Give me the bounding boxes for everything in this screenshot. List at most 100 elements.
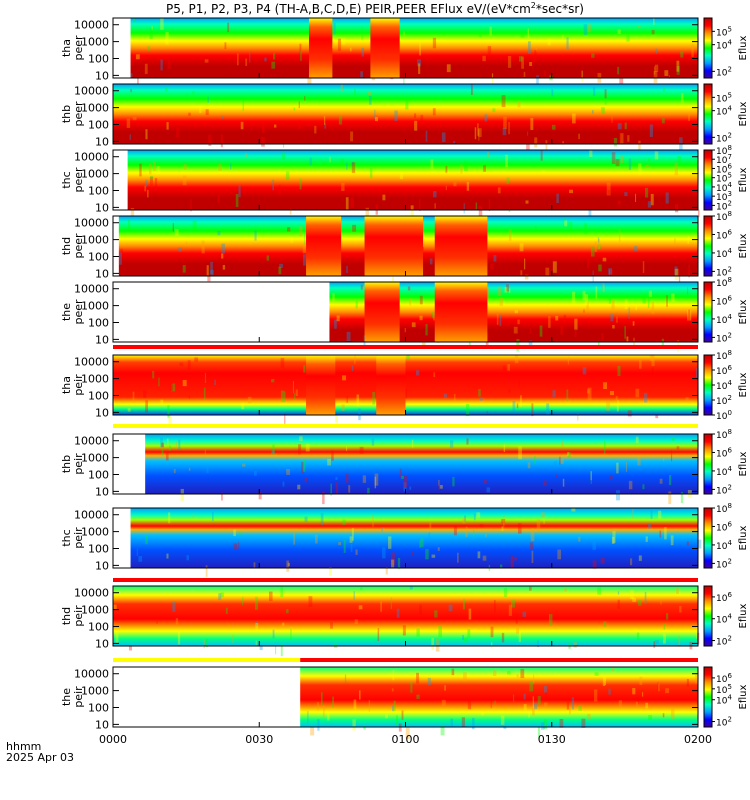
spectrogram-texture — [338, 542, 342, 546]
spectrogram-texture — [225, 607, 228, 614]
spectrogram-texture — [151, 26, 153, 31]
spectrogram-texture — [639, 676, 643, 685]
spectrogram-texture — [175, 618, 179, 625]
spectrogram-texture — [182, 265, 186, 273]
spectrogram-texture — [284, 412, 286, 424]
spectrogram-texture — [635, 388, 640, 398]
flux-burst — [376, 355, 406, 415]
spectrogram-texture — [254, 471, 257, 476]
colorbar-label-text: Eflux — [738, 299, 749, 324]
spectrogram-texture — [381, 527, 383, 532]
spectrogram-texture — [385, 714, 388, 719]
spectrogram-texture — [548, 316, 551, 328]
spectrogram-texture — [190, 199, 192, 212]
spectrogram-texture — [494, 600, 496, 613]
spectrogram-texture — [399, 171, 404, 180]
spectrogram-texture — [564, 218, 566, 223]
colorbar-tick-label: 104 — [716, 39, 732, 52]
spectrogram-texture — [329, 156, 331, 163]
spectrogram-texture — [419, 43, 421, 56]
spectrogram-texture — [330, 622, 333, 629]
spectrogram-texture — [428, 532, 431, 542]
spectrogram-texture — [518, 56, 523, 62]
spectrogram-texture — [520, 668, 525, 679]
spectrogram-texture — [532, 696, 534, 709]
spectrogram-texture — [475, 202, 478, 210]
spectrogram-texture — [528, 340, 533, 348]
species-label: peir — [72, 605, 85, 627]
spectrogram-texture — [502, 128, 507, 136]
spectrogram-texture — [188, 467, 191, 471]
spectrogram-texture — [668, 75, 671, 80]
spectrogram-texture — [158, 377, 160, 387]
spectrogram-texture — [271, 61, 276, 69]
spectrogram-texture — [245, 58, 248, 67]
spectrogram-texture — [182, 379, 187, 387]
y-tick-label: 100 — [88, 620, 109, 633]
colorbar-label-text: Eflux — [738, 684, 749, 709]
spectrogram-texture — [665, 192, 669, 204]
spectrogram-texture — [660, 600, 662, 605]
colorbar-label: Eflux — [738, 525, 749, 550]
spectrogram-texture — [540, 512, 545, 518]
spectrogram-texture — [624, 326, 626, 339]
spectrogram-texture — [556, 193, 559, 204]
spectrogram-texture — [663, 623, 666, 630]
spectrogram-texture — [638, 600, 642, 606]
spectrogram-texture — [671, 437, 675, 441]
spectrogram-texture — [586, 300, 589, 310]
spectrogram-texture — [160, 18, 164, 30]
spectrogram-texture — [523, 693, 526, 700]
spectrogram-texture — [607, 298, 611, 304]
species-label: peer — [72, 233, 85, 259]
spectrogram-texture — [499, 564, 503, 568]
spectrogram-texture — [445, 185, 447, 191]
spectrogram-texture — [414, 113, 417, 118]
spectrogram-texture — [608, 268, 613, 275]
spectrogram-texture — [628, 307, 630, 320]
spectrogram-texture — [441, 699, 446, 706]
spectrogram-texture — [335, 476, 338, 481]
spectrogram-texture — [589, 150, 593, 158]
spectrogram-texture — [478, 129, 480, 141]
spectrogram-texture — [542, 170, 546, 174]
panel-label: thd peir — [60, 605, 85, 627]
spectrogram-texture — [205, 638, 209, 648]
spectrogram-texture — [139, 163, 142, 177]
y-tick-label: 10 — [95, 637, 109, 650]
spectrogram-texture — [602, 257, 607, 262]
spectrogram-texture — [636, 701, 639, 708]
spectrogram-image — [300, 667, 698, 727]
spectrogram-texture — [126, 118, 131, 128]
spectrogram-texture — [353, 591, 355, 600]
spectrogram-texture — [601, 107, 605, 114]
spectrogram-texture — [697, 209, 700, 218]
spectrogram-texture — [627, 410, 632, 417]
flux-burst — [306, 216, 342, 276]
spectrogram-texture — [322, 162, 325, 167]
spectrogram-texture — [691, 44, 694, 57]
spectrogram-texture — [628, 158, 632, 171]
spectrogram-texture — [632, 597, 637, 602]
spectrogram-texture — [410, 205, 414, 217]
spectrogram-texture — [354, 88, 356, 96]
spectrogram-texture — [490, 263, 494, 269]
spectrogram-texture — [547, 38, 551, 46]
spectrogram-texture — [280, 390, 285, 403]
spectrogram-texture — [431, 554, 436, 558]
spectrogram-texture — [508, 388, 511, 393]
spectrogram-texture — [149, 28, 153, 39]
y-tick-label: 1000 — [81, 452, 109, 465]
spectrogram-texture — [350, 197, 355, 208]
region-bar-red — [113, 578, 698, 582]
spectrogram-texture — [583, 24, 588, 36]
spectrogram-texture — [628, 480, 633, 490]
spectrogram-texture — [500, 715, 505, 725]
spectrogram-texture — [526, 142, 530, 153]
spectrogram-texture — [534, 702, 538, 710]
spectrogram-texture — [687, 310, 692, 321]
spectrogram-texture — [560, 325, 563, 335]
probe-label: tha — [60, 376, 73, 394]
spectrogram-texture — [271, 450, 275, 454]
spectrogram-texture — [618, 700, 622, 708]
